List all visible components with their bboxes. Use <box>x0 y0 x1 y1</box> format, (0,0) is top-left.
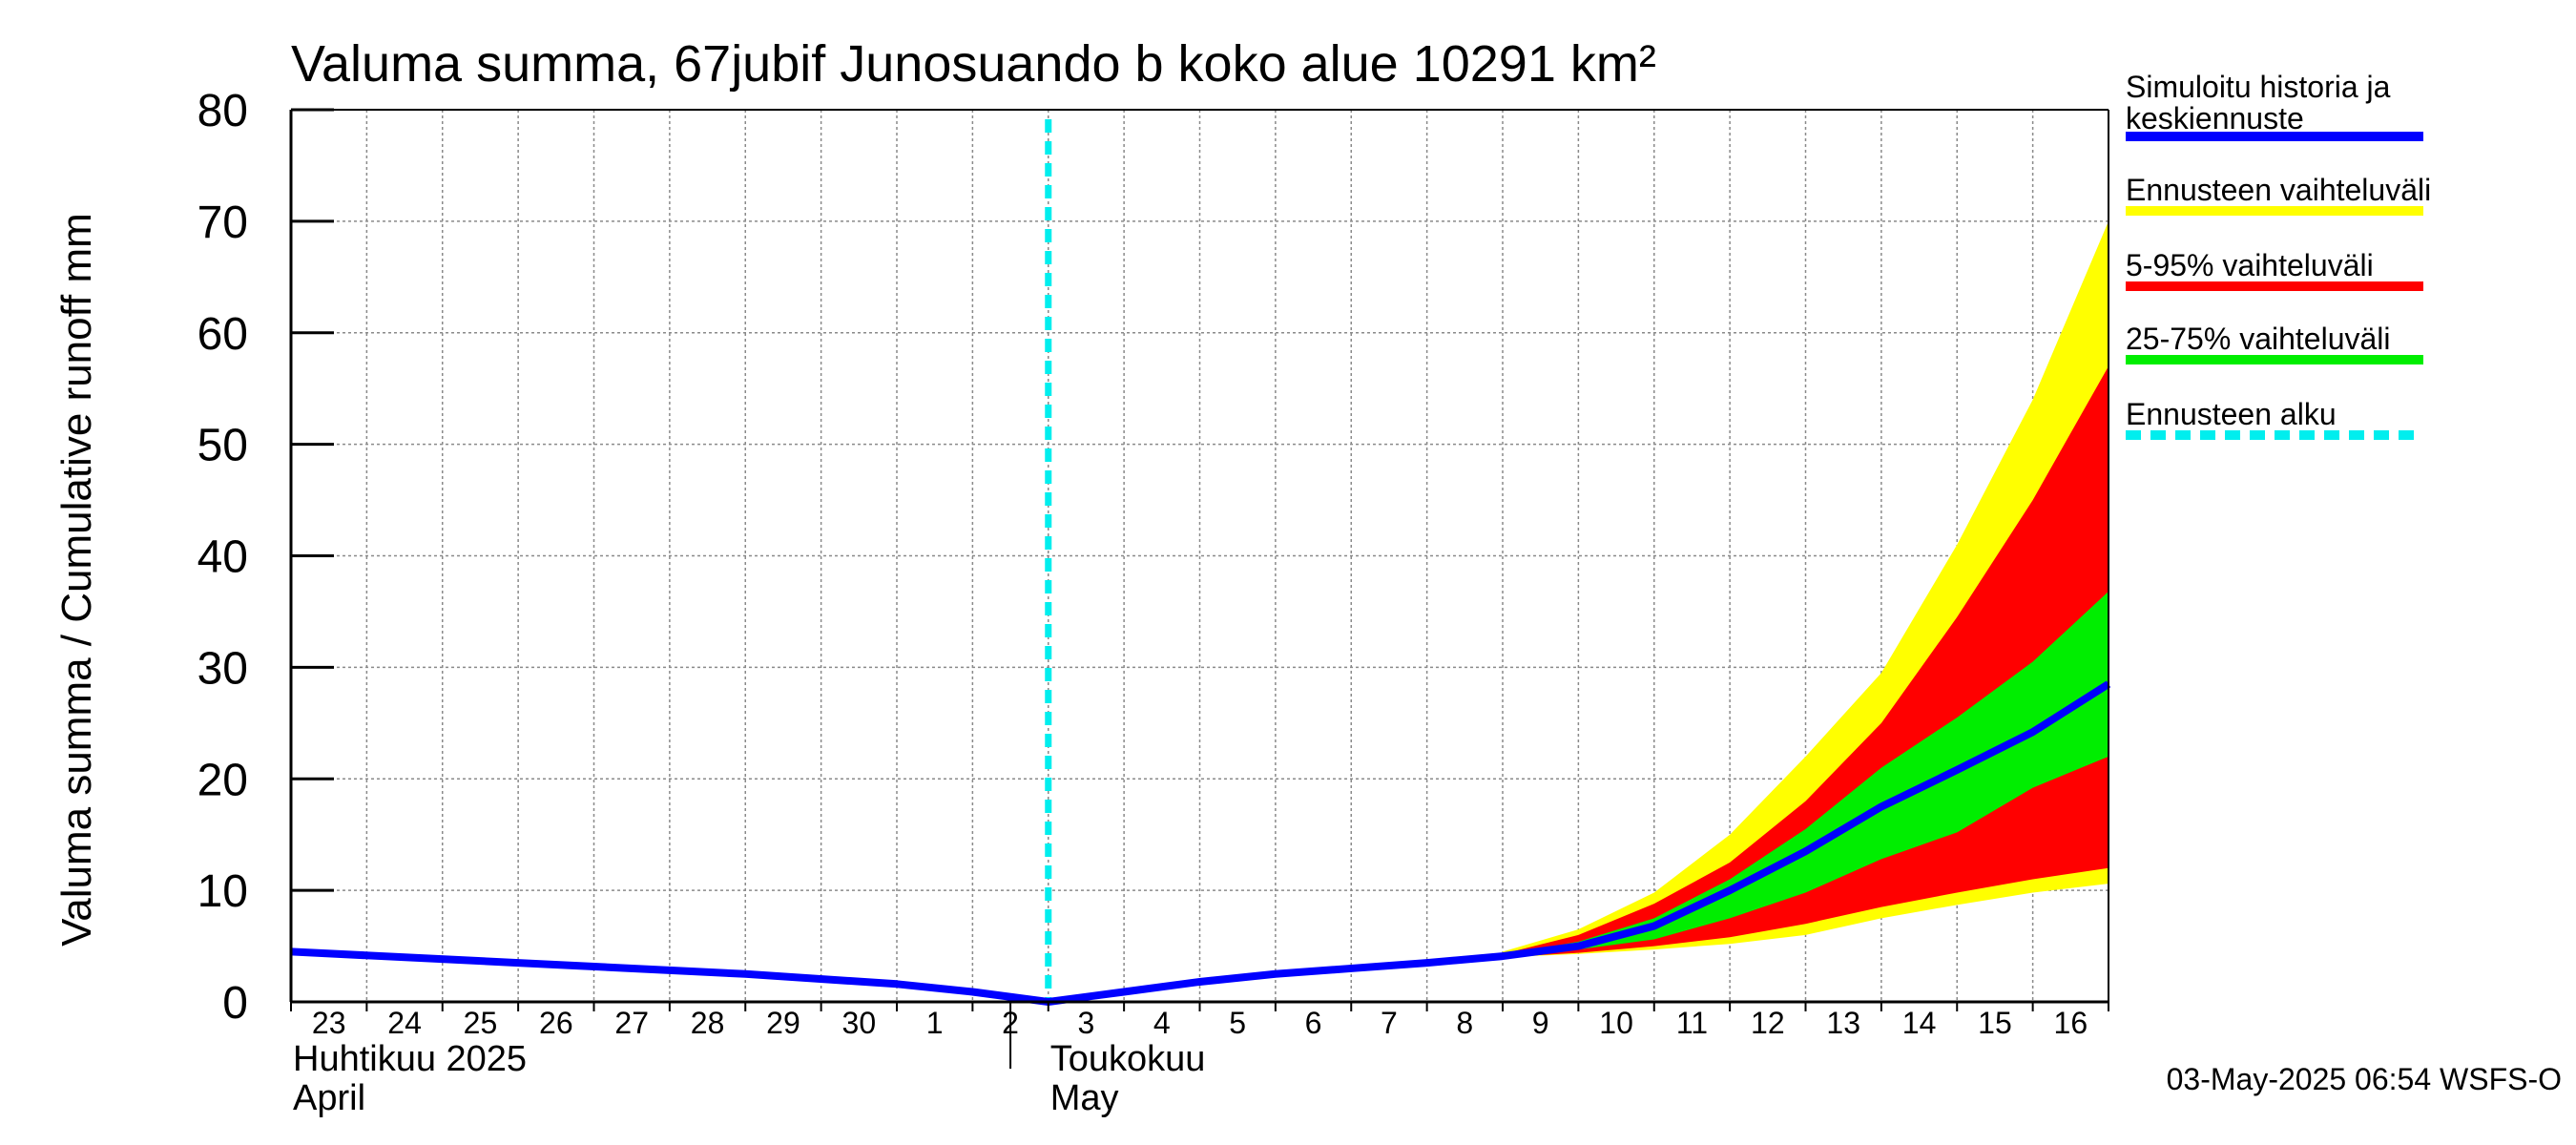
x-tick-label: 6 <box>1305 1006 1322 1040</box>
x-tick-label: 14 <box>1902 1006 1937 1040</box>
x-tick-label: 7 <box>1381 1006 1398 1040</box>
y-tick-label: 60 <box>197 309 248 360</box>
y-tick-label: 80 <box>197 86 248 136</box>
y-tick-label: 70 <box>197 198 248 248</box>
x-tick-label: 12 <box>1751 1006 1785 1040</box>
y-tick-label: 40 <box>197 532 248 583</box>
x-tick-label: 3 <box>1078 1006 1095 1040</box>
x-tick-label: 4 <box>1153 1006 1171 1040</box>
month-label-fi: Toukokuu <box>1050 1039 1206 1079</box>
legend-label: keskiennuste <box>2126 101 2304 135</box>
x-tick-label: 1 <box>926 1006 944 1040</box>
y-tick-labels: 0 10 20 30 40 50 60 70 80 <box>197 86 334 1029</box>
y-axis-label: Valuma summa / Cumulative runoff mm <box>53 213 100 947</box>
x-tick-label: 10 <box>1599 1006 1633 1040</box>
x-tick-label: 16 <box>2054 1006 2088 1040</box>
x-tick-label: 26 <box>539 1006 573 1040</box>
x-tick-label: 11 <box>1676 1006 1708 1040</box>
month-label-fi: Huhtikuu 2025 <box>293 1039 527 1079</box>
band-00ee00 <box>1503 591 2109 958</box>
x-tick-label: 29 <box>766 1006 800 1040</box>
y-tick-label: 20 <box>197 755 248 805</box>
legend-label: 25-75% vaihteluväli <box>2126 322 2391 356</box>
legend-label: Simuloitu historia ja <box>2126 70 2391 104</box>
x-tick-labels: 23 24 25 26 27 28 29 30 1 2 3 4 5 6 7 8 9 10 11 12 13 14 15 16 <box>290 1002 2109 1040</box>
y-tick-label: 50 <box>197 421 248 471</box>
x-tick-label: 24 <box>387 1006 422 1040</box>
legend-label: Ennusteen alku <box>2126 397 2337 431</box>
x-tick-label: 5 <box>1229 1006 1246 1040</box>
footer-timestamp: 03-May-2025 06:54 WSFS-O <box>2167 1062 2562 1096</box>
series-lines <box>290 680 2111 1006</box>
x-tick-label: 8 <box>1456 1006 1473 1040</box>
y-tick-label: 30 <box>197 643 248 694</box>
legend-label: Ennusteen vaihteluväli <box>2126 173 2431 207</box>
y-tick-label: 10 <box>197 866 248 917</box>
x-tick-label: 9 <box>1532 1006 1549 1040</box>
month-label-en: May <box>1050 1078 1119 1118</box>
median-series-line <box>290 680 2111 1006</box>
x-tick-label: 27 <box>614 1006 649 1040</box>
x-tick-label: 25 <box>464 1006 498 1040</box>
x-tick-label: 30 <box>842 1006 877 1040</box>
x-tick-label: 15 <box>1978 1006 2012 1040</box>
month-label-en: April <box>293 1078 365 1118</box>
y-tick-label: 0 <box>222 978 248 1029</box>
x-tick-label: 28 <box>691 1006 725 1040</box>
legend-label: 5-95% vaihteluväli <box>2126 248 2374 282</box>
x-tick-label: 13 <box>1826 1006 1860 1040</box>
chart-title: Valuma summa, 67jubif Junosuando b koko … <box>291 35 1656 93</box>
x-tick-label: 23 <box>312 1006 346 1040</box>
